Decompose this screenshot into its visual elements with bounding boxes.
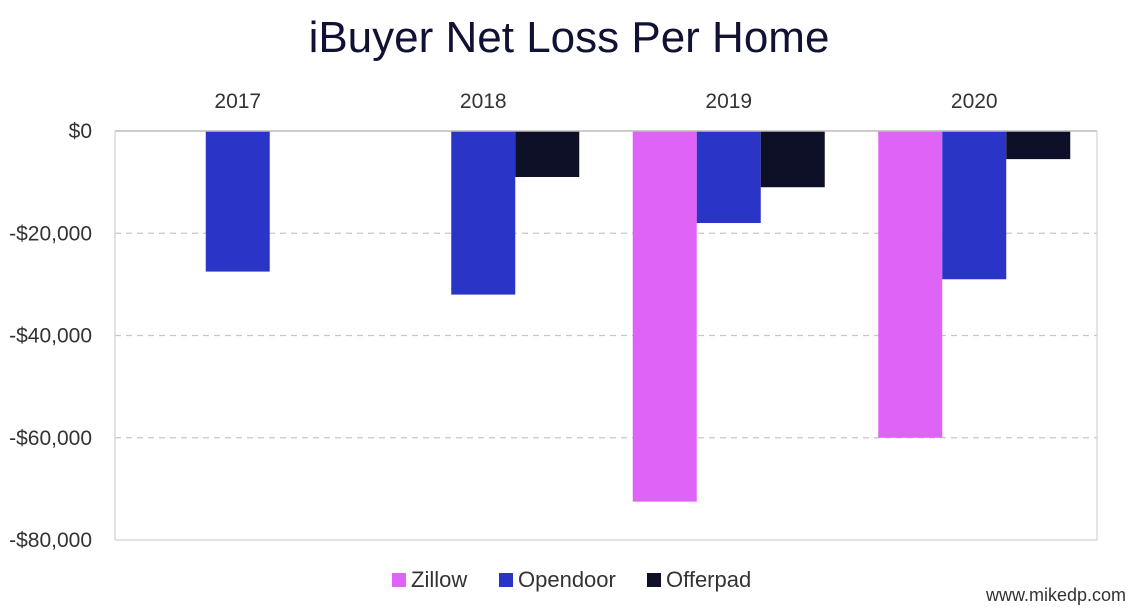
legend-swatch-zillow — [392, 573, 406, 587]
legend-swatch-opendoor — [499, 573, 513, 587]
bar-opendoor-2018 — [451, 131, 516, 295]
bar-zillow-2019 — [632, 131, 697, 502]
category-label-2018: 2018 — [460, 90, 507, 113]
category-labels: 2017 2018 2019 2020 — [214, 90, 997, 113]
legend: Zillow Opendoor Offerpad — [392, 567, 751, 592]
plot-frame — [114, 130, 1098, 541]
bar-opendoor-2019 — [696, 131, 761, 224]
legend-label-opendoor: Opendoor — [518, 567, 616, 592]
bar-opendoor-2020 — [942, 131, 1007, 280]
category-label-2020: 2020 — [951, 90, 998, 113]
category-label-2019: 2019 — [705, 90, 752, 113]
y-tick-label: -$40,000 — [9, 325, 92, 348]
legend-swatch-offerpad — [647, 573, 661, 587]
y-axis-ticks: $0 -$20,000 -$40,000 -$60,000 -$80,000 — [9, 120, 92, 552]
bars — [205, 131, 1071, 502]
y-tick-label: $0 — [69, 120, 92, 143]
category-label-2017: 2017 — [214, 90, 261, 113]
y-tick-label: -$60,000 — [9, 427, 92, 450]
bar-offerpad-2020 — [1006, 131, 1071, 160]
bar-offerpad-2018 — [515, 131, 580, 178]
bar-offerpad-2019 — [760, 131, 825, 188]
legend-label-offerpad: Offerpad — [666, 567, 751, 592]
y-tick-label: -$80,000 — [9, 529, 92, 552]
y-tick-label: -$20,000 — [9, 222, 92, 245]
chart-title: iBuyer Net Loss Per Home — [309, 13, 830, 62]
bar-zillow-2020 — [878, 131, 943, 438]
bar-opendoor-2017 — [205, 131, 270, 272]
watermark: www.mikedp.com — [985, 585, 1126, 605]
legend-label-zillow: Zillow — [411, 567, 467, 592]
